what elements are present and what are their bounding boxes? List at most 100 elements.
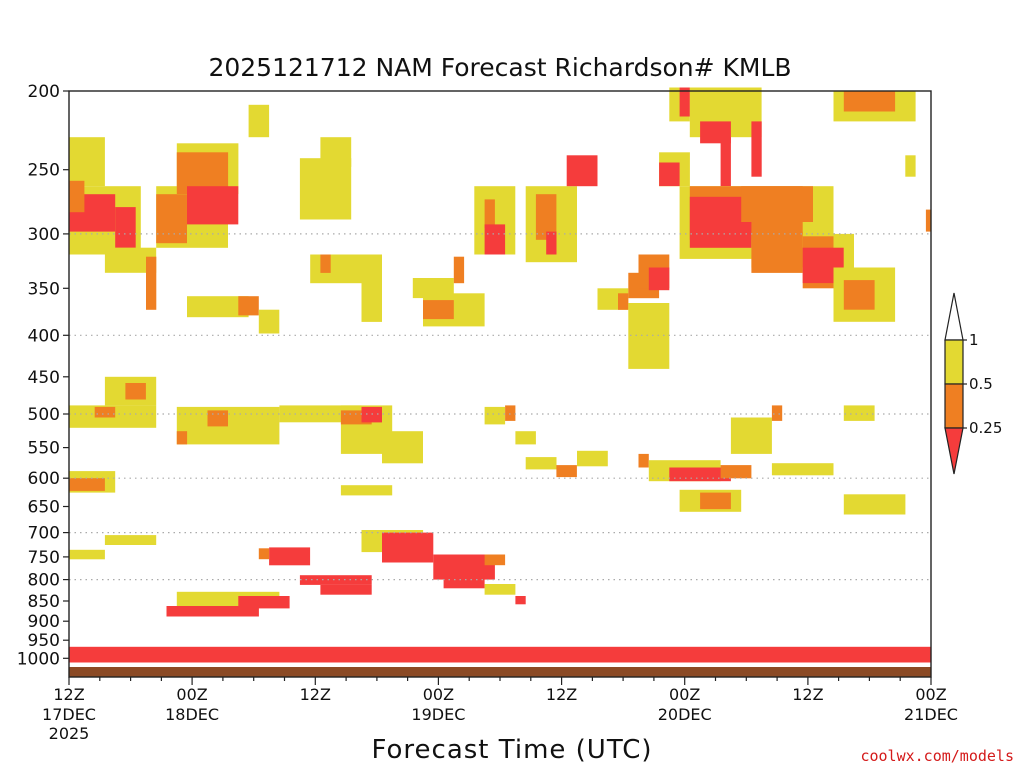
x-tick-label-time-60: 00Z xyxy=(669,685,700,704)
ri-cell-12 xyxy=(248,104,270,138)
ri-cell-58 xyxy=(905,155,916,177)
ri-cell-109 xyxy=(69,646,931,663)
legend: 1 0.5 0.25 xyxy=(944,292,1002,475)
ri-cell-90 xyxy=(700,492,731,510)
ri-cell-76 xyxy=(556,465,577,478)
x-axis-label: Forecast Time (UTC) xyxy=(371,735,652,765)
ri-cell-0 xyxy=(69,137,105,187)
chart-title: 2025121712 NAM Forecast Richardson# KMLB xyxy=(208,53,791,82)
x-tick-label-date-0: 17DEC xyxy=(42,705,96,724)
ri-cell-74 xyxy=(515,431,536,445)
ri-cell-33 xyxy=(618,293,629,310)
y-tick-label-450: 450 xyxy=(28,368,60,388)
x-tick-label-time-24: 12Z xyxy=(300,685,331,704)
y-tick-label-200: 200 xyxy=(28,82,60,102)
legend-label-0: 1 xyxy=(969,331,979,349)
ri-cell-108 xyxy=(515,596,526,605)
ri-cell-47 xyxy=(689,196,752,248)
legend-bottom-arrow xyxy=(944,427,964,475)
legend-bin-yellow xyxy=(944,339,964,385)
ri-cell-11 xyxy=(187,186,239,225)
x-tick-label-year-0: 2025 xyxy=(49,724,90,743)
ri-cell-70 xyxy=(361,406,382,423)
grid-lines xyxy=(69,233,931,581)
ri-cell-18 xyxy=(310,254,362,284)
y-tick-label-350: 350 xyxy=(28,279,60,299)
ri-cell-27 xyxy=(484,224,506,255)
ri-cell-59 xyxy=(925,209,931,232)
ri-cell-20 xyxy=(361,254,382,322)
y-axis: 200 250 300 350 400 450 500 550 600 650 700 750 8008… xyxy=(17,82,69,669)
ri-cell-13 xyxy=(187,296,249,318)
legend-label-2: 0.25 xyxy=(969,419,1002,437)
ri-cell-103 xyxy=(320,584,372,595)
ri-cell-24 xyxy=(453,256,465,284)
ri-cell-105 xyxy=(238,596,290,609)
ri-cell-77 xyxy=(577,450,608,467)
ri-cell-19 xyxy=(320,254,331,273)
legend-bin-orange xyxy=(944,383,964,429)
y-tick-label-300: 300 xyxy=(28,225,60,245)
ri-cell-21 xyxy=(412,278,454,299)
ri-cell-71 xyxy=(382,431,423,464)
ri-cell-63 xyxy=(125,383,146,400)
ri-cell-39 xyxy=(679,87,690,117)
ri-cell-96 xyxy=(258,548,270,560)
ri-cell-17 xyxy=(320,137,352,167)
y-tick-label-500: 500 xyxy=(28,405,60,425)
ri-cell-37 xyxy=(648,267,670,291)
ri-cell-49 xyxy=(751,121,762,177)
y-tick-label-900: 900 xyxy=(28,612,60,632)
x-tick-label-time-36: 00Z xyxy=(423,685,454,704)
x-tick-label-date-84: 21DEC xyxy=(904,705,958,724)
ri-cell-101 xyxy=(484,554,506,566)
y-tick-label-600: 600 xyxy=(28,469,60,489)
ri-cell-42 xyxy=(720,137,731,187)
plot-area xyxy=(68,87,932,678)
ground-layer xyxy=(69,667,931,677)
ri-cell-66 xyxy=(176,431,188,445)
y-tick-label-800: 800 xyxy=(28,571,60,591)
y-tick-label-850: 850 xyxy=(28,592,60,612)
ri-cell-107 xyxy=(484,584,516,595)
ri-cell-82 xyxy=(730,417,772,454)
ri-cell-51 xyxy=(751,231,803,273)
ri-cell-65 xyxy=(207,410,228,427)
y-tick-label-400: 400 xyxy=(28,326,60,346)
x-tick-label-date-36: 19DEC xyxy=(411,705,465,724)
y-tick-label-650: 650 xyxy=(28,498,60,518)
ri-cell-75 xyxy=(525,457,557,470)
ri-cell-44 xyxy=(659,162,680,187)
ri-cell-81 xyxy=(720,465,752,479)
ri-cell-95 xyxy=(269,547,311,566)
ri-cell-48 xyxy=(741,186,813,222)
ri-cell-88 xyxy=(340,485,393,496)
ri-cell-78 xyxy=(638,453,649,468)
credit-text: coolwx.com/models xyxy=(860,747,1014,765)
ri-cell-72 xyxy=(484,406,506,425)
ground-band xyxy=(69,667,931,677)
ri-cell-14 xyxy=(238,296,259,316)
y-tick-label-950: 950 xyxy=(28,631,60,651)
ri-cell-80 xyxy=(669,467,731,482)
ri-cell-16 xyxy=(299,158,352,220)
ri-cell-31 xyxy=(566,155,598,187)
ri-cell-3 xyxy=(115,207,136,248)
ri-cell-92 xyxy=(843,494,906,515)
ri-cell-34 xyxy=(628,303,670,369)
ri-cell-102 xyxy=(299,575,372,585)
x-tick-label-time-12: 00Z xyxy=(176,685,207,704)
ri-cell-15 xyxy=(258,309,280,334)
ri-cell-85 xyxy=(843,405,875,421)
ri-cell-64 xyxy=(176,406,280,445)
ri-cell-4 xyxy=(69,180,85,213)
ri-cell-55 xyxy=(843,280,875,310)
y-tick-label-550: 550 xyxy=(28,439,60,459)
ri-cell-94 xyxy=(69,549,105,560)
legend-top-arrow xyxy=(944,292,964,341)
y-tick-label-750: 750 xyxy=(28,548,60,568)
x-tick-label-date-60: 20DEC xyxy=(658,705,712,724)
ri-cell-57 xyxy=(843,91,896,112)
y-tick-label-1000: 1000 xyxy=(17,649,60,669)
